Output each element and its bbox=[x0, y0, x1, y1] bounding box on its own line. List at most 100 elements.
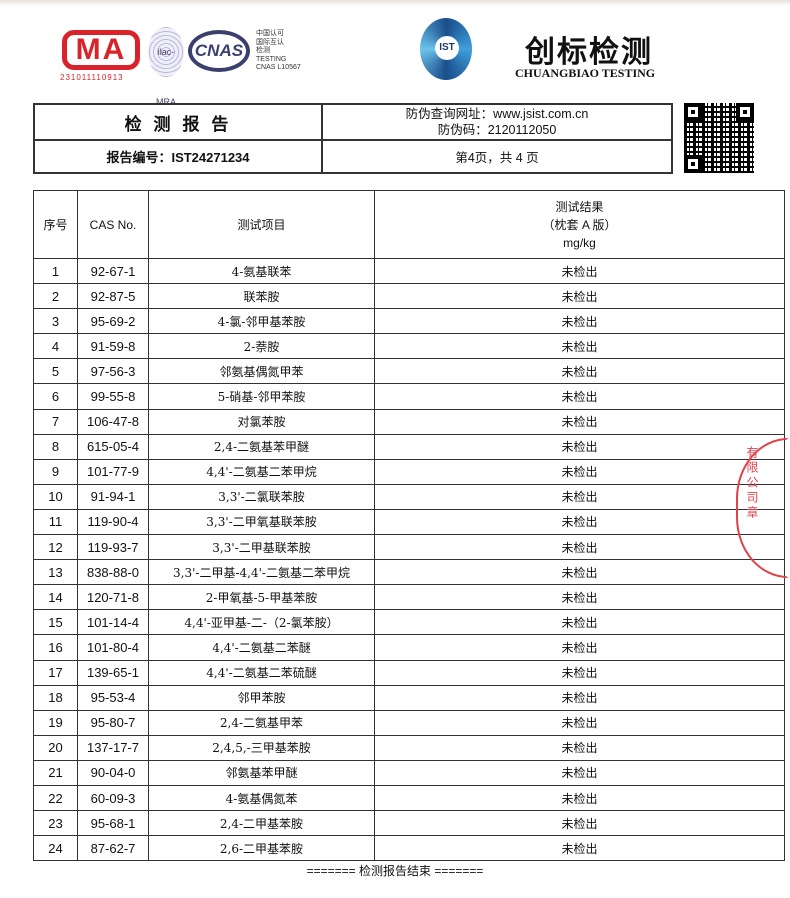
cma-number: 231011110913 bbox=[60, 73, 124, 82]
table-row: 6 99-55-8 5-硝基-邻甲苯胺 未检出 bbox=[33, 383, 785, 410]
row-index: 20 bbox=[33, 734, 78, 761]
row-cas: 91-94-1 bbox=[77, 483, 149, 510]
caption-line: 国际互认 bbox=[256, 38, 284, 46]
row-item: 2,4,5,-三甲基苯胺 bbox=[148, 734, 375, 761]
table-row: 13 838-88-0 3,3'-二甲基-4,4'-二氨基二苯甲烷 未检出 bbox=[33, 559, 785, 586]
row-index: 8 bbox=[33, 433, 78, 460]
row-cas: 101-14-4 bbox=[77, 609, 149, 636]
table-row: 17 139-65-1 4,4'-二氨基二苯硫醚 未检出 bbox=[33, 659, 785, 686]
table-row: 1 92-67-1 4-氨基联苯 未检出 bbox=[33, 257, 785, 285]
row-item: 2,4-二氨基甲苯 bbox=[148, 709, 375, 736]
report-number: 报告编号：IST24271234 bbox=[35, 141, 323, 172]
report-title: 检 测 报 告 bbox=[35, 105, 323, 141]
row-item: 4-氯-邻甲基苯胺 bbox=[148, 308, 375, 335]
row-item: 4-氨基联苯 bbox=[148, 257, 375, 285]
ilac-logo: ilac-MRA bbox=[148, 27, 184, 107]
row-result: 未检出 bbox=[374, 734, 785, 761]
table-row: 11 119-90-4 3,3'-二甲氧基联苯胺 未检出 bbox=[33, 508, 785, 536]
row-index: 14 bbox=[33, 584, 78, 611]
brand-name-en: CHUANGBIAO TESTING bbox=[515, 66, 656, 80]
row-item: 邻氨基偶氮甲苯 bbox=[148, 358, 375, 385]
cnas-logo: CNAS bbox=[188, 30, 250, 72]
row-cas: 97-56-3 bbox=[77, 358, 149, 385]
row-item: 3,3'-二甲氧基联苯胺 bbox=[148, 508, 375, 536]
row-cas: 92-87-5 bbox=[77, 283, 149, 310]
qr-code bbox=[684, 103, 754, 173]
row-index: 11 bbox=[33, 508, 78, 536]
row-index: 3 bbox=[33, 308, 78, 335]
row-item: 2,4-二甲基苯胺 bbox=[148, 810, 375, 837]
row-result: 未检出 bbox=[374, 257, 785, 285]
row-index: 6 bbox=[33, 383, 78, 410]
row-cas: 101-77-9 bbox=[77, 458, 149, 485]
caption-line: 中国认可 bbox=[256, 30, 284, 37]
table-row: 7 106-47-8 对氯苯胺 未检出 bbox=[33, 408, 785, 435]
result-header-line: mg/kg bbox=[563, 235, 596, 250]
col-cas: CAS No. bbox=[77, 190, 149, 259]
row-cas: 106-47-8 bbox=[77, 408, 149, 435]
row-item: 邻氨基苯甲醚 bbox=[148, 759, 375, 786]
row-result: 未检出 bbox=[374, 483, 785, 510]
row-result: 未检出 bbox=[374, 383, 785, 410]
table-row: 9 101-77-9 4,4'-二氨基二苯甲烷 未检出 bbox=[33, 458, 785, 485]
row-item: 4,4'-二氨基二苯硫醚 bbox=[148, 659, 375, 686]
result-header-line: 测试结果 bbox=[555, 199, 604, 214]
row-index: 9 bbox=[33, 458, 78, 485]
row-index: 2 bbox=[33, 283, 78, 310]
row-cas: 99-55-8 bbox=[77, 383, 149, 410]
row-item: 联苯胺 bbox=[148, 283, 375, 310]
row-item: 邻甲苯胺 bbox=[148, 684, 375, 711]
row-result: 未检出 bbox=[374, 433, 785, 460]
caption-line: TESTING bbox=[256, 55, 287, 63]
row-index: 19 bbox=[33, 709, 78, 736]
page-indicator: 第4页，共 4 页 bbox=[455, 151, 539, 165]
row-index: 13 bbox=[33, 559, 78, 586]
row-cas: 95-69-2 bbox=[77, 308, 149, 335]
row-item: 4,4'-二氨基二苯甲烷 bbox=[148, 458, 375, 485]
row-result: 未检出 bbox=[374, 609, 785, 636]
table-row: 12 119-93-7 3,3'-二甲基联苯胺 未检出 bbox=[33, 534, 785, 561]
results-table: 序号 CAS No. 测试项目 测试结果 （枕套 A 版） mg/kg 1 92-… bbox=[33, 190, 785, 862]
row-item: 对氯苯胺 bbox=[148, 408, 375, 435]
row-cas: 95-68-1 bbox=[77, 810, 149, 837]
row-result: 未检出 bbox=[374, 358, 785, 385]
col-index: 序号 bbox=[33, 190, 78, 259]
row-cas: 137-17-7 bbox=[77, 734, 149, 761]
row-cas: 838-88-0 bbox=[77, 559, 149, 586]
table-row: 10 91-94-1 3,3'-二氯联苯胺 未检出 bbox=[33, 483, 785, 510]
row-index: 24 bbox=[33, 835, 78, 862]
row-cas: 119-93-7 bbox=[77, 534, 149, 561]
caption-line: 检测 bbox=[256, 47, 270, 54]
row-item: 3,3'-二氯联苯胺 bbox=[148, 483, 375, 510]
row-index: 15 bbox=[33, 609, 78, 636]
row-cas: 615-05-4 bbox=[77, 433, 149, 460]
col-item: 测试项目 bbox=[148, 190, 375, 259]
row-item: 3,3'-二甲基联苯胺 bbox=[148, 534, 375, 561]
row-item: 2-甲氧基-5-甲基苯胺 bbox=[148, 584, 375, 611]
row-result: 未检出 bbox=[374, 559, 785, 586]
row-index: 23 bbox=[33, 810, 78, 837]
table-row: 2 92-87-5 联苯胺 未检出 bbox=[33, 283, 785, 310]
row-result: 未检出 bbox=[374, 634, 785, 661]
report-header: 检 测 报 告 防伪查询网址：www.jsist.com.cn 防伪码：2120… bbox=[33, 103, 673, 174]
cma-logo: MA bbox=[62, 30, 140, 70]
row-index: 1 bbox=[33, 257, 78, 285]
cnas-caption: 中国认可 国际互认 检测 TESTING CNAS L10567 bbox=[256, 30, 301, 73]
row-item: 4-氨基偶氮苯 bbox=[148, 784, 375, 812]
top-shade bbox=[0, 0, 790, 6]
table-row: 4 91-59-8 2-萘胺 未检出 bbox=[33, 333, 785, 360]
row-index: 22 bbox=[33, 784, 78, 812]
row-result: 未检出 bbox=[374, 584, 785, 611]
row-result: 未检出 bbox=[374, 659, 785, 686]
row-index: 7 bbox=[33, 408, 78, 435]
stamp-text: 有限公司章 bbox=[745, 446, 759, 521]
table-row: 5 97-56-3 邻氨基偶氮甲苯 未检出 bbox=[33, 358, 785, 385]
row-cas: 101-80-4 bbox=[77, 634, 149, 661]
row-index: 18 bbox=[33, 684, 78, 711]
row-item: 2,4-二氨基苯甲醚 bbox=[148, 433, 375, 460]
table-row: 3 95-69-2 4-氯-邻甲基苯胺 未检出 bbox=[33, 308, 785, 335]
row-index: 21 bbox=[33, 759, 78, 786]
row-cas: 60-09-3 bbox=[77, 784, 149, 812]
row-result: 未检出 bbox=[374, 684, 785, 711]
row-cas: 139-65-1 bbox=[77, 659, 149, 686]
